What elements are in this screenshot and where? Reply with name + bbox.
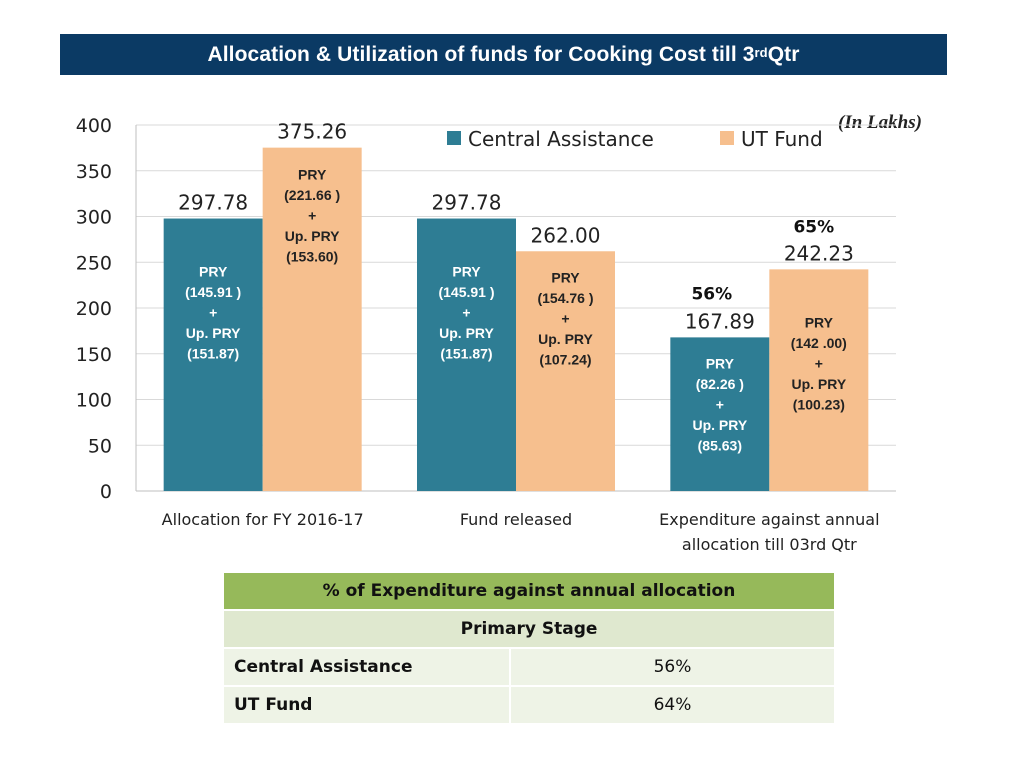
y-tick-label: 50 bbox=[88, 435, 112, 457]
title-tail: Qtr bbox=[767, 42, 800, 66]
title-superscript: rd bbox=[754, 45, 768, 60]
bar-breakdown-text: + bbox=[561, 310, 569, 326]
legend-label: UT Fund bbox=[741, 127, 823, 151]
bar-breakdown-text: (142 .00) bbox=[791, 335, 847, 351]
y-tick-label: 350 bbox=[76, 161, 112, 183]
bar-breakdown-text: + bbox=[209, 305, 217, 321]
data-label: 297.78 bbox=[178, 191, 248, 215]
bar-breakdown-text: PRY bbox=[298, 167, 327, 183]
bar bbox=[670, 337, 770, 491]
bar-breakdown-text: + bbox=[815, 355, 823, 371]
unit-note: (In Lakhs) bbox=[838, 112, 922, 133]
bar-breakdown-text: (153.60) bbox=[286, 249, 338, 265]
bar-breakdown-text: Up. PRY bbox=[439, 325, 494, 341]
legend-swatch bbox=[720, 131, 734, 145]
bar-breakdown-text: Up. PRY bbox=[692, 417, 747, 433]
table-row: Central Assistance 56% bbox=[222, 647, 836, 687]
bar-breakdown-text: (154.76 ) bbox=[537, 290, 593, 306]
table-subheader-row: Primary Stage bbox=[222, 609, 836, 649]
bar-breakdown-text: Up. PRY bbox=[538, 331, 593, 347]
y-tick-label: 100 bbox=[76, 390, 112, 412]
data-label: 242.23 bbox=[784, 241, 854, 265]
table-subheader: Primary Stage bbox=[222, 609, 836, 649]
y-tick-label: 300 bbox=[76, 207, 112, 229]
data-label: 262.00 bbox=[531, 223, 601, 247]
y-tick-label: 250 bbox=[76, 252, 112, 274]
bar-breakdown-text: PRY bbox=[551, 269, 580, 285]
bar bbox=[769, 269, 869, 491]
bar-breakdown-text: + bbox=[716, 396, 724, 412]
legend-label: Central Assistance bbox=[468, 127, 654, 151]
data-label: 297.78 bbox=[432, 191, 502, 215]
bar bbox=[262, 147, 362, 492]
bar-breakdown-text: Up. PRY bbox=[791, 376, 846, 392]
bar bbox=[417, 218, 516, 491]
legend-swatch bbox=[447, 131, 461, 145]
bar-breakdown-text: (107.24) bbox=[539, 351, 591, 367]
y-tick-label: 200 bbox=[76, 298, 112, 320]
bar-breakdown-text: PRY bbox=[706, 355, 735, 371]
data-label: 375.26 bbox=[277, 120, 347, 144]
bar-breakdown-text: (85.63) bbox=[698, 437, 742, 453]
title-banner: Allocation & Utilization of funds for Co… bbox=[60, 34, 947, 75]
y-tick-label: 400 bbox=[76, 115, 112, 137]
x-tick-label: allocation till 03rd Qtr bbox=[682, 535, 857, 554]
bar-breakdown-text: + bbox=[308, 208, 316, 224]
table-row-value: 56% bbox=[509, 647, 836, 687]
bar-breakdown-text: (82.26 ) bbox=[696, 376, 744, 392]
table-row-value: 64% bbox=[509, 685, 836, 725]
table-header-row: % of Expenditure against annual allocati… bbox=[222, 571, 836, 611]
bar-breakdown-text: (100.23) bbox=[793, 396, 845, 412]
table-row-label: Central Assistance bbox=[222, 647, 511, 687]
bar-breakdown-text: (151.87) bbox=[440, 346, 492, 362]
percent-annotation: 65% bbox=[793, 217, 834, 237]
bar-breakdown-text: Up. PRY bbox=[186, 325, 241, 341]
bar-chart: 0 50 100 150 200 250 300 350 400 Allocation for F… bbox=[76, 115, 896, 554]
y-tick-label: 0 bbox=[100, 481, 112, 503]
bar-breakdown-text: (145.91 ) bbox=[438, 284, 494, 300]
table-row-label: UT Fund bbox=[222, 685, 511, 725]
x-tick-label: Fund released bbox=[460, 510, 572, 529]
expenditure-percentage-table: % of Expenditure against annual allocati… bbox=[222, 571, 836, 725]
bar-breakdown-text: PRY bbox=[452, 264, 481, 280]
bar-breakdown-text: + bbox=[462, 305, 470, 321]
data-label: 167.89 bbox=[685, 309, 755, 333]
y-tick-label: 150 bbox=[76, 344, 112, 366]
bar bbox=[163, 218, 263, 491]
bar bbox=[516, 251, 615, 491]
table-header: % of Expenditure against annual allocati… bbox=[222, 571, 836, 611]
bar-breakdown-text: (151.87) bbox=[187, 346, 239, 362]
bar-breakdown-text: PRY bbox=[199, 264, 228, 280]
bar-breakdown-text: (221.66 ) bbox=[284, 187, 340, 203]
bar-breakdown-text: Up. PRY bbox=[285, 228, 340, 244]
x-tick-label: Expenditure against annual bbox=[659, 510, 879, 529]
table-row: UT Fund 64% bbox=[222, 685, 836, 725]
percent-annotation: 56% bbox=[691, 284, 732, 304]
title-main: Allocation & Utilization of funds for Co… bbox=[207, 42, 755, 66]
x-tick-label: Allocation for FY 2016-17 bbox=[162, 510, 364, 529]
bar-breakdown-text: PRY bbox=[805, 314, 834, 330]
bar-breakdown-text: (145.91 ) bbox=[185, 284, 241, 300]
